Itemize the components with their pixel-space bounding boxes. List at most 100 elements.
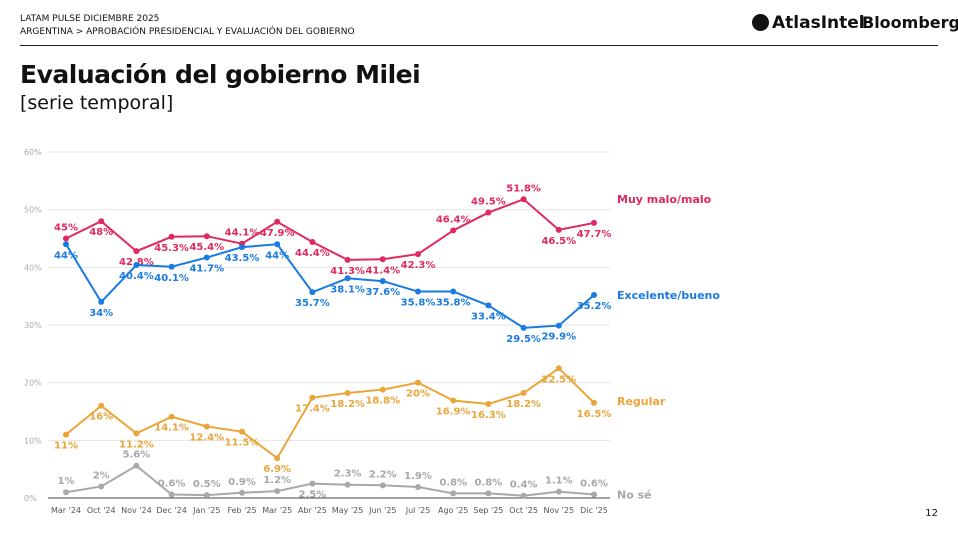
- data-label: 14.1%: [154, 423, 189, 434]
- data-label: 40.4%: [119, 271, 154, 282]
- data-label: 45.4%: [189, 242, 224, 253]
- data-label: 49.5%: [471, 197, 506, 208]
- data-label: 44%: [54, 250, 78, 261]
- data-point: [555, 488, 562, 495]
- data-label: 1.9%: [404, 471, 432, 482]
- data-label: 16%: [89, 412, 113, 423]
- data-label: 45.3%: [154, 243, 189, 254]
- data-point: [591, 491, 597, 498]
- data-label: 2%: [93, 470, 110, 481]
- data-point: [379, 256, 386, 263]
- series-line-2: [65, 366, 595, 460]
- data-label: 0.4%: [510, 480, 538, 491]
- series-label: Excelente/bueno: [617, 289, 720, 302]
- data-point: [63, 489, 69, 496]
- data-point: [239, 244, 245, 251]
- data-point: [344, 481, 351, 488]
- data-label: 11%: [54, 441, 78, 452]
- data-label: 0.6%: [580, 479, 608, 490]
- series-label: Regular: [617, 395, 666, 408]
- data-point: [379, 278, 386, 285]
- series-line-0: [65, 198, 595, 261]
- y-tick-label: 50%: [24, 206, 42, 215]
- data-point: [555, 226, 562, 233]
- x-tick-label: Dec '24: [156, 506, 186, 515]
- data-label: 41.4%: [365, 265, 400, 276]
- data-point: [239, 489, 245, 496]
- x-tick-label: Jul '25: [405, 506, 431, 515]
- data-point: [591, 219, 597, 226]
- data-point: [591, 399, 597, 406]
- data-label: 16.5%: [577, 409, 612, 420]
- data-label: 11.5%: [225, 438, 260, 449]
- data-label: 1.1%: [545, 476, 573, 487]
- data-point: [133, 462, 140, 469]
- survey-name: LATAM PULSE DICIEMBRE 2025: [20, 14, 160, 24]
- atlas-logo-icon: [752, 14, 769, 31]
- data-point: [520, 390, 527, 397]
- data-label: 2.2%: [369, 469, 397, 480]
- data-label: 18.2%: [506, 399, 541, 410]
- data-label: 35.8%: [401, 298, 436, 309]
- data-label: 41.3%: [330, 266, 365, 277]
- data-point: [555, 365, 562, 372]
- data-point: [450, 397, 457, 404]
- data-point: [415, 484, 421, 491]
- data-label: 29.9%: [541, 332, 576, 343]
- data-point: [485, 490, 492, 497]
- data-label: 43.5%: [225, 253, 260, 264]
- series-line-3: [65, 464, 595, 497]
- data-point: [203, 423, 210, 430]
- data-point: [415, 379, 421, 386]
- breadcrumb: ARGENTINA > APROBACIÓN PRESIDENCIAL Y EV…: [20, 27, 355, 37]
- data-point: [168, 413, 175, 420]
- data-point: [379, 386, 386, 393]
- atlas-logo-text: AtlasIntel: [772, 13, 865, 33]
- data-point: [203, 233, 210, 240]
- data-point: [415, 251, 421, 258]
- data-point: [203, 492, 210, 499]
- series-line-1: [65, 243, 595, 329]
- data-point: [309, 238, 316, 245]
- data-label: 0.8%: [475, 477, 503, 488]
- data-point: [520, 324, 527, 331]
- y-tick-label: 40%: [24, 263, 42, 272]
- data-label: 18.8%: [365, 396, 400, 407]
- bloomberg-logo: Bloomberg: [862, 13, 958, 32]
- data-label: 35.2%: [577, 301, 612, 312]
- x-tick-label: Abr '25: [298, 506, 327, 515]
- data-point: [450, 490, 457, 497]
- data-point: [379, 482, 386, 489]
- x-tick-label: Oct '25: [509, 506, 538, 515]
- data-label: 20%: [406, 389, 430, 400]
- data-point: [591, 292, 597, 299]
- data-label: 0.9%: [228, 477, 256, 488]
- data-point: [309, 480, 316, 487]
- data-label: 18.2%: [330, 399, 365, 410]
- data-label: 38.1%: [330, 284, 365, 295]
- data-label: 44%: [265, 250, 289, 261]
- data-point: [168, 233, 175, 240]
- data-point: [450, 288, 457, 295]
- y-tick-label: 20%: [24, 379, 42, 388]
- data-point: [63, 241, 69, 248]
- data-point: [555, 322, 562, 329]
- data-point: [239, 428, 245, 435]
- data-label: 33.4%: [471, 311, 506, 322]
- data-point: [485, 401, 492, 408]
- data-point: [415, 288, 421, 295]
- data-label: 35.8%: [436, 298, 471, 309]
- data-point: [274, 241, 281, 248]
- page-title: Evaluación del gobierno Milei: [20, 60, 421, 89]
- y-tick-label: 10%: [24, 436, 42, 445]
- data-label: 11.2%: [119, 439, 154, 450]
- x-tick-label: Dic '25: [580, 506, 608, 515]
- data-point: [274, 455, 281, 462]
- y-tick-label: 30%: [24, 321, 42, 330]
- header-text: LATAM PULSE DICIEMBRE 2025 ARGENTINA > A…: [20, 13, 355, 39]
- y-tick-label: 60%: [24, 148, 42, 157]
- data-label: 51.8%: [506, 183, 541, 194]
- data-point: [168, 263, 175, 270]
- series-label: No sé: [617, 489, 652, 502]
